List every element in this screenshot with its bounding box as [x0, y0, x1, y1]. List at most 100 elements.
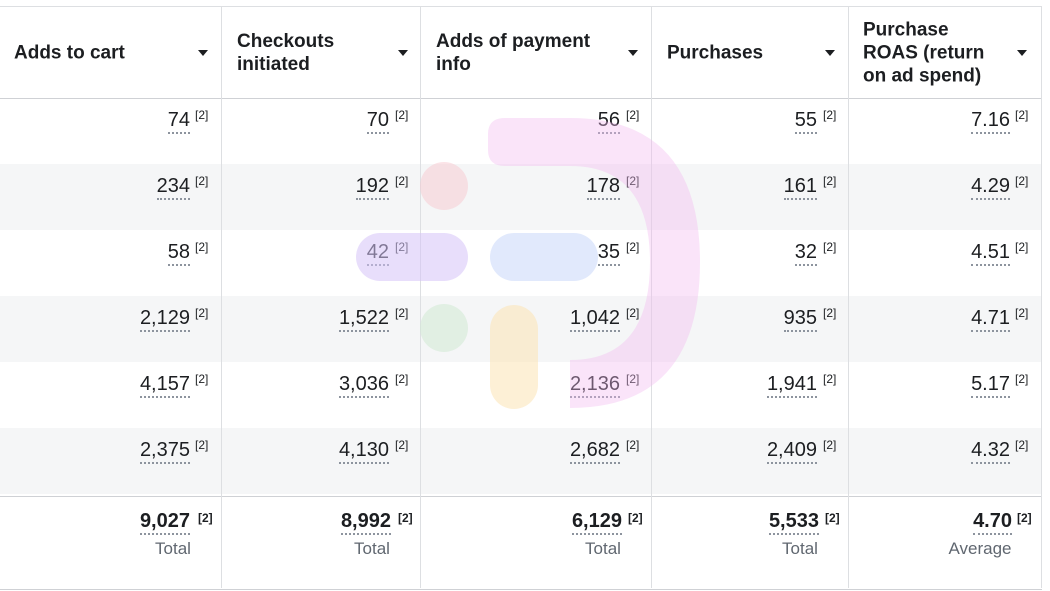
- footnote-marker: [2]: [823, 372, 837, 386]
- column-header-adds-of-payment-info[interactable]: Adds of payment info: [421, 7, 652, 98]
- table-cell: 7.16 [2]: [849, 98, 1042, 164]
- table-cell: 2,129 [2]: [0, 296, 222, 362]
- cell-value[interactable]: 1,042: [569, 306, 620, 332]
- table-cell: 55 [2]: [652, 98, 849, 164]
- table-cell: 32 [2]: [652, 230, 849, 296]
- footnote-marker: [2]: [198, 511, 213, 525]
- footnote-marker: [2]: [195, 240, 209, 254]
- average-label: Average: [948, 539, 1012, 558]
- caret-down-icon[interactable]: [398, 49, 408, 56]
- cell-value[interactable]: 2,136: [569, 372, 620, 398]
- table-cell: 192 [2]: [222, 164, 421, 230]
- cell-value[interactable]: 42: [366, 240, 389, 266]
- table-cell: 2,409 [2]: [652, 428, 849, 494]
- column-header-label: Adds to cart: [14, 42, 125, 63]
- total-cell: 8,992 [2] Total: [222, 497, 421, 589]
- cell-value[interactable]: 1,522: [338, 306, 389, 332]
- footnote-marker: [2]: [823, 108, 837, 122]
- cell-value[interactable]: 4.32: [971, 438, 1010, 464]
- cell-value[interactable]: 2,129: [139, 306, 190, 332]
- column-header-purchases[interactable]: Purchases: [652, 7, 849, 98]
- cell-value[interactable]: 70: [366, 108, 389, 134]
- footnote-marker: [2]: [1015, 372, 1029, 386]
- table-cell: 4.71 [2]: [849, 296, 1042, 362]
- total-value[interactable]: 5,533: [768, 509, 819, 535]
- cell-value[interactable]: 935: [783, 306, 817, 332]
- caret-down-icon[interactable]: [825, 49, 835, 56]
- footnote-marker: [2]: [195, 174, 209, 188]
- total-value[interactable]: 6,129: [571, 509, 622, 535]
- footnote-marker: [2]: [628, 511, 643, 525]
- total-value[interactable]: 9,027: [139, 509, 190, 535]
- total-cell: 6,129 [2] Total: [421, 497, 652, 589]
- caret-down-icon[interactable]: [628, 49, 638, 56]
- footnote-marker: [2]: [195, 438, 209, 452]
- cell-value[interactable]: 161: [783, 174, 817, 200]
- total-value[interactable]: 4.70: [973, 509, 1012, 535]
- column-divider: [848, 6, 849, 588]
- total-value[interactable]: 8,992: [340, 509, 391, 535]
- column-header-adds-to-cart[interactable]: Adds to cart: [0, 7, 222, 98]
- table-cell: 178 [2]: [421, 164, 652, 230]
- cell-value[interactable]: 4,157: [139, 372, 190, 398]
- footnote-marker: [2]: [395, 438, 409, 452]
- table-cell: 56 [2]: [421, 98, 652, 164]
- footnote-marker: [2]: [1017, 511, 1032, 525]
- cell-value[interactable]: 4.29: [971, 174, 1010, 200]
- cell-value[interactable]: 7.16: [971, 108, 1010, 134]
- footnote-marker: [2]: [1015, 438, 1029, 452]
- total-cell: 9,027 [2] Total: [0, 497, 222, 589]
- cell-value[interactable]: 1,941: [766, 372, 817, 398]
- footnote-marker: [2]: [395, 372, 409, 386]
- cell-value[interactable]: 4.51: [971, 240, 1010, 266]
- footnote-marker: [2]: [1015, 108, 1029, 122]
- table-cell: 35 [2]: [421, 230, 652, 296]
- column-header-checkouts-initiated[interactable]: Checkouts initiated: [222, 7, 421, 98]
- total-cell: 4.70 [2] Average: [849, 497, 1042, 589]
- column-header-purchase-roas[interactable]: Purchase ROAS (return on ad spend): [849, 7, 1042, 98]
- footnote-marker: [2]: [823, 438, 837, 452]
- footnote-marker: [2]: [823, 240, 837, 254]
- cell-value[interactable]: 3,036: [338, 372, 389, 398]
- cell-value[interactable]: 2,409: [766, 438, 817, 464]
- caret-down-icon[interactable]: [1017, 49, 1027, 56]
- table-cell: 58 [2]: [0, 230, 222, 296]
- footnote-marker: [2]: [626, 306, 640, 320]
- cell-value[interactable]: 5.17: [971, 372, 1010, 398]
- cell-value[interactable]: 192: [355, 174, 389, 200]
- cell-value[interactable]: 4.71: [971, 306, 1010, 332]
- cell-value[interactable]: 4,130: [338, 438, 389, 464]
- cell-value[interactable]: 35: [597, 240, 620, 266]
- table-cell: 5.17 [2]: [849, 362, 1042, 428]
- footnote-marker: [2]: [398, 511, 413, 525]
- caret-down-icon[interactable]: [198, 49, 208, 56]
- table-cell: 4.51 [2]: [849, 230, 1042, 296]
- table-cell: 70 [2]: [222, 98, 421, 164]
- cell-value[interactable]: 55: [794, 108, 817, 134]
- column-header-label: Checkouts initiated: [237, 30, 335, 75]
- cell-value[interactable]: 58: [167, 240, 190, 266]
- footnote-marker: [2]: [626, 174, 640, 188]
- cell-value[interactable]: 2,682: [569, 438, 620, 464]
- total-label: Total: [155, 539, 191, 558]
- footnote-marker: [2]: [1015, 240, 1029, 254]
- footnote-marker: [2]: [195, 306, 209, 320]
- table-row: 4,157 [2] 3,036 [2] 2,136 [2] 1,941 [2] 5.17 [2]: [0, 362, 1042, 428]
- table-row: 74 [2] 70 [2] 56 [2] 55 [2] 7.16 [2]: [0, 98, 1042, 164]
- table-cell: 2,375 [2]: [0, 428, 222, 494]
- footnote-marker: [2]: [195, 372, 209, 386]
- cell-value[interactable]: 2,375: [139, 438, 190, 464]
- footnote-marker: [2]: [626, 438, 640, 452]
- table-cell: 2,136 [2]: [421, 362, 652, 428]
- column-header-label: Purchase ROAS (return on ad spend): [863, 19, 985, 86]
- cell-value[interactable]: 32: [794, 240, 817, 266]
- cell-value[interactable]: 178: [586, 174, 620, 200]
- table-cell: 234 [2]: [0, 164, 222, 230]
- table-cell: 1,042 [2]: [421, 296, 652, 362]
- table-row: 2,375 [2] 4,130 [2] 2,682 [2] 2,409 [2] 4.32 [2]: [0, 428, 1042, 494]
- cell-value[interactable]: 74: [167, 108, 190, 134]
- cell-value[interactable]: 56: [597, 108, 620, 134]
- cell-value[interactable]: 234: [156, 174, 190, 200]
- table-cell: 3,036 [2]: [222, 362, 421, 428]
- column-header-label: Purchases: [667, 42, 764, 63]
